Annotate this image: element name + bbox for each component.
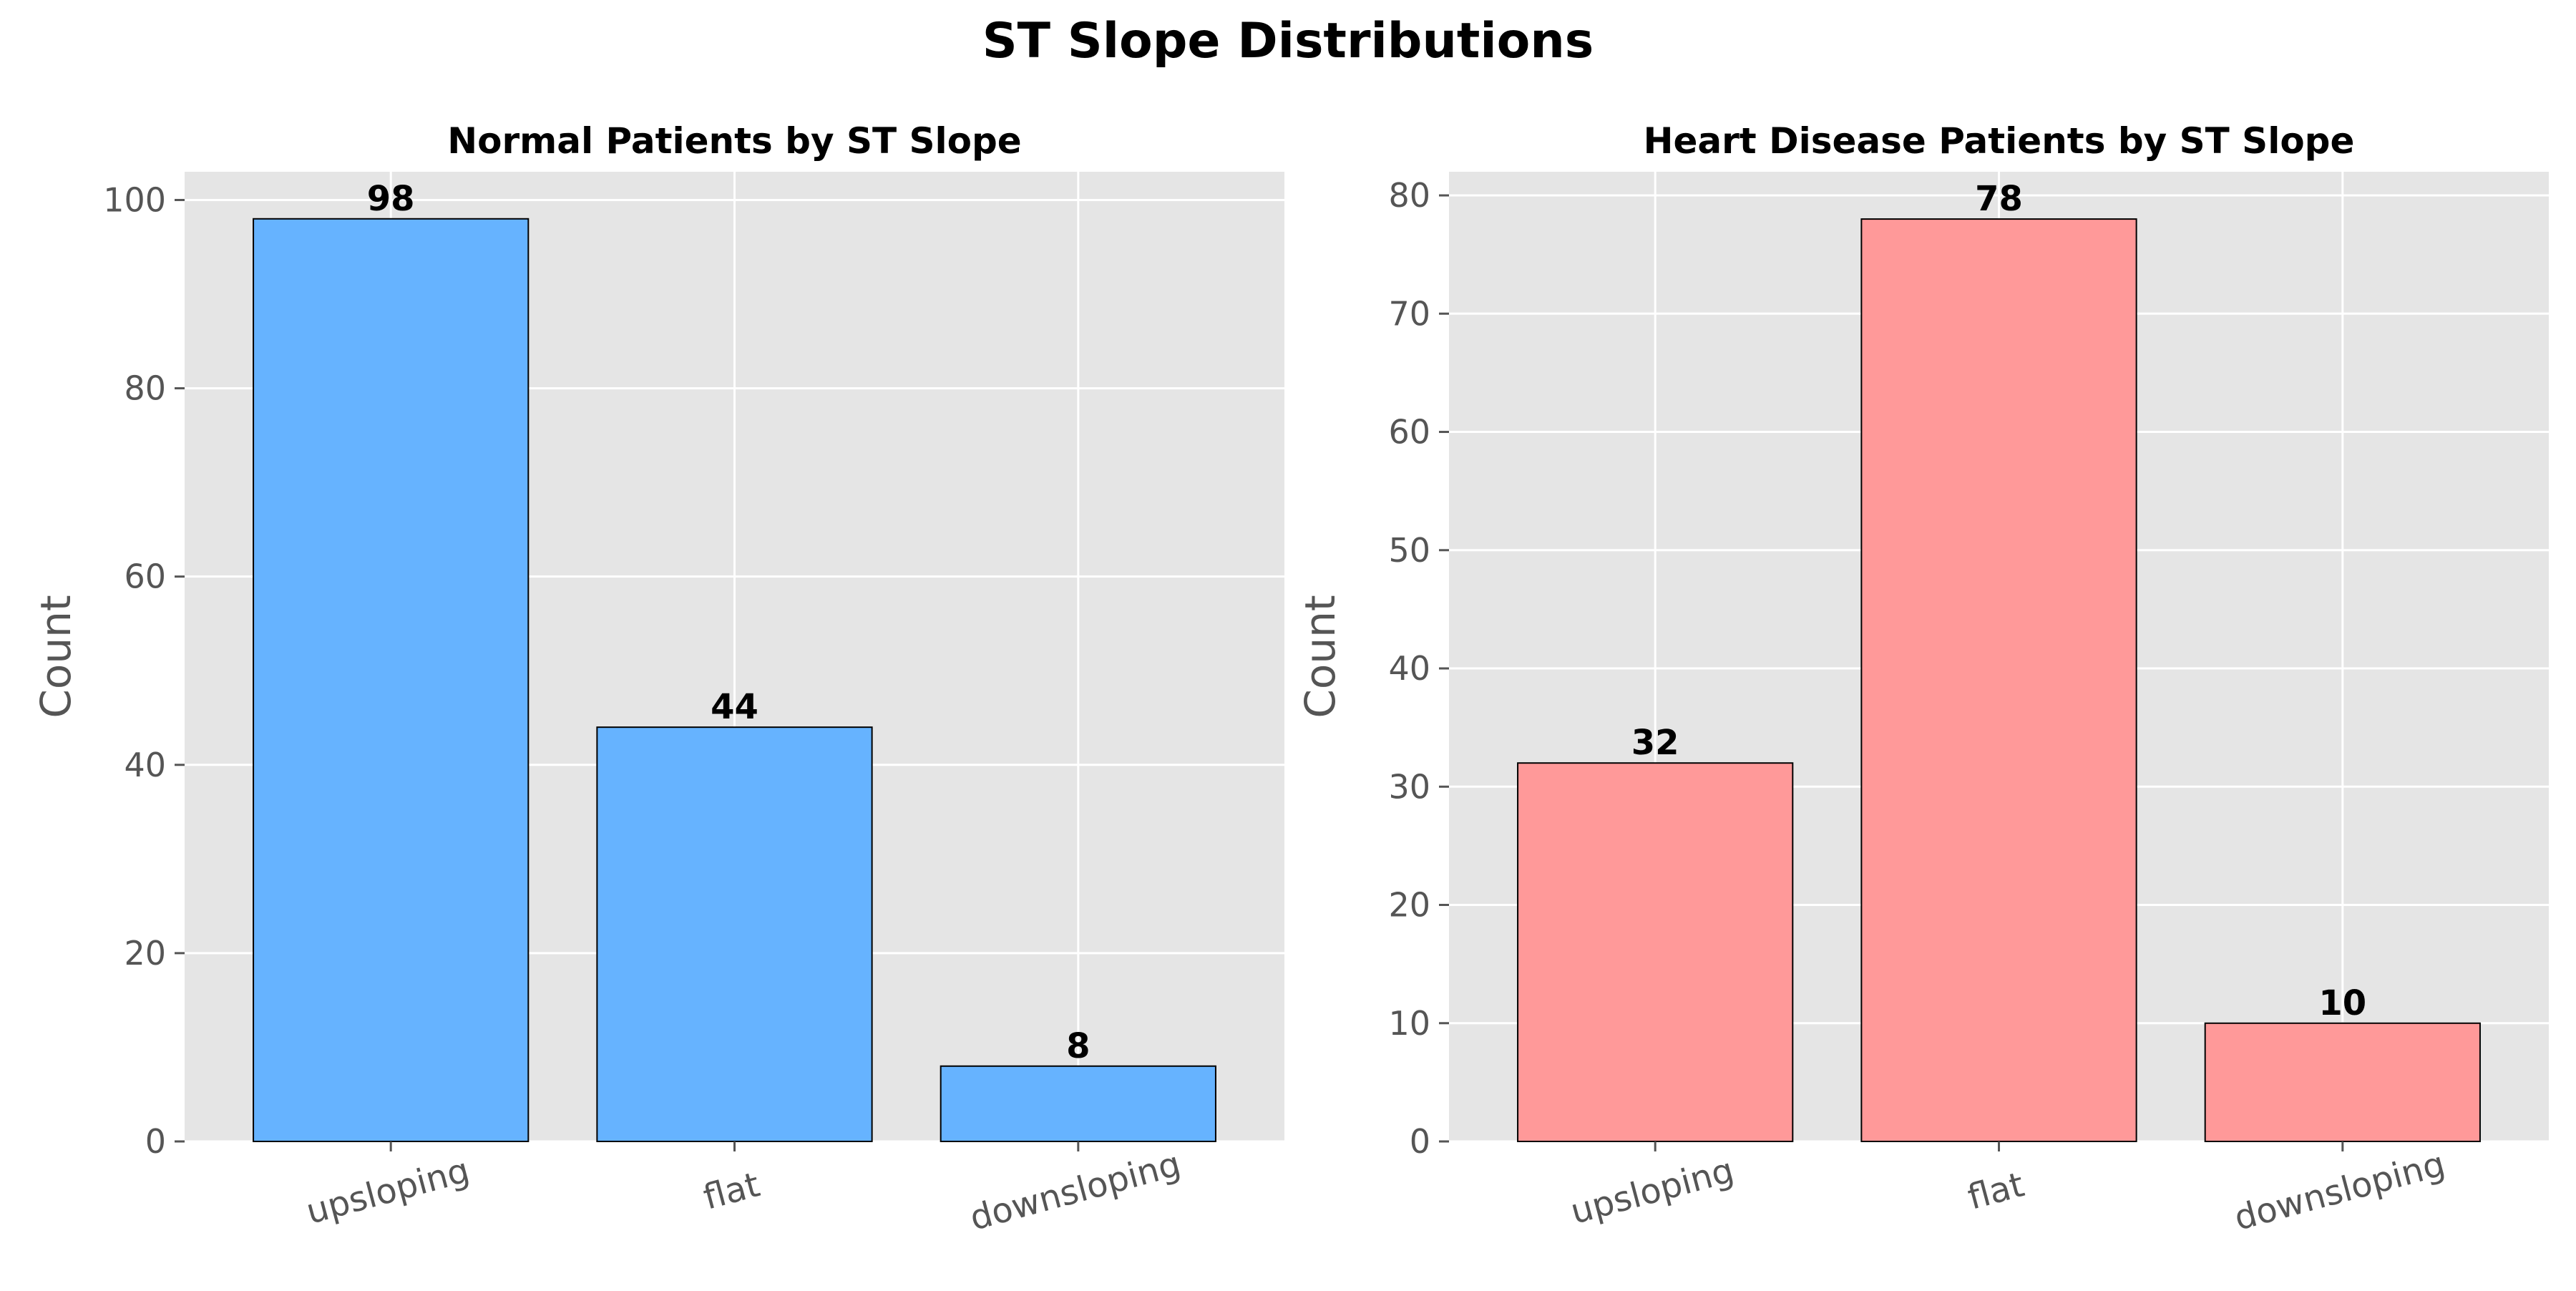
x-tick-label: upsloping [1566, 1150, 1738, 1232]
y-tick-label: 80 [124, 369, 166, 408]
chart-title: Heart Disease Patients by ST Slope [1644, 120, 2355, 162]
bar-downsloping [2204, 1022, 2481, 1142]
bar-flat [596, 726, 873, 1142]
x-tick-label: flat [699, 1164, 763, 1217]
y-tick-label: 40 [1388, 649, 1430, 688]
chart-title: Normal Patients by ST Slope [447, 120, 1021, 162]
y-tick-label: 0 [1410, 1122, 1430, 1161]
data-label: 44 [711, 687, 758, 727]
x-tick-label: downsloping [966, 1144, 1185, 1238]
y-tick-label: 10 [1388, 1004, 1430, 1043]
chart-panel-1: 0 20 40 60 80 100 98 44 8 upsloping flat downslopin… [31, 120, 1284, 1239]
data-label: 10 [2318, 983, 2366, 1023]
y-tick-label: 70 [1388, 294, 1430, 333]
data-label: 98 [367, 179, 415, 219]
data-label: 78 [1975, 179, 2023, 219]
y-tick-label: 80 [1388, 176, 1430, 215]
y-tick-label: 60 [1388, 413, 1430, 452]
data-label: 8 [1066, 1026, 1090, 1066]
y-tick-label: 0 [145, 1122, 166, 1161]
x-tick-label: downsloping [2230, 1144, 2449, 1238]
x-tick-label: flat [1963, 1164, 2028, 1217]
x-tick-label: upsloping [302, 1150, 474, 1232]
bar-downsloping [940, 1065, 1216, 1143]
y-tick-label: 100 [103, 180, 166, 219]
y-axis-label: Count [31, 595, 80, 718]
data-label: 32 [1631, 723, 1679, 763]
bar-flat [1860, 218, 2137, 1143]
y-tick-label: 40 [124, 746, 166, 784]
y-tick-label: 50 [1388, 531, 1430, 570]
chart-panel-2: 0 10 20 30 40 50 60 70 80 32 78 10 upsloping flat down… [1296, 120, 2549, 1239]
y-tick-label: 20 [124, 934, 166, 973]
y-tick-label: 20 [1388, 886, 1430, 925]
y-tick-label: 30 [1388, 767, 1430, 806]
y-tick-label: 60 [124, 557, 166, 596]
bar-upsloping [253, 218, 530, 1142]
bar-upsloping [1517, 762, 1794, 1142]
figure-title: ST Slope Distributions [982, 13, 1594, 69]
y-axis-label: Count [1296, 595, 1345, 718]
